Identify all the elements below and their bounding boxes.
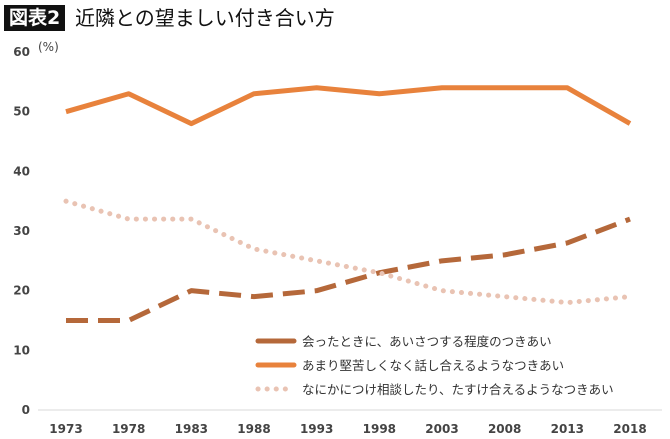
x-tick-label: 1983 bbox=[175, 422, 208, 436]
series-line-solid bbox=[65, 85, 632, 127]
y-tick-label: 10 bbox=[13, 343, 30, 357]
x-tick-label: 2013 bbox=[551, 422, 584, 436]
x-tick-label: 2008 bbox=[488, 422, 521, 436]
chart-title: 近隣との望ましい付き合い方 bbox=[75, 6, 335, 30]
y-tick-label: 0 bbox=[22, 403, 30, 417]
legend-label: なにかにつけ相談したり、たすけ合えるようなつきあい bbox=[302, 382, 614, 397]
x-tick-label: 1988 bbox=[237, 422, 270, 436]
series-line-dotted bbox=[63, 198, 633, 306]
legend-label: あまり堅苦しくなく話し合えるようなつきあい bbox=[302, 358, 564, 373]
y-tick-label: 40 bbox=[13, 164, 30, 178]
legend-label: 会ったときに、あいさつする程度のつきあい bbox=[302, 334, 552, 349]
y-tick-label: 60 bbox=[13, 45, 30, 59]
y-tick-label: 20 bbox=[13, 284, 30, 298]
figure-badge: 図表2 bbox=[4, 5, 66, 31]
x-tick-label: 1993 bbox=[300, 422, 333, 436]
x-tick-label: 2018 bbox=[613, 422, 646, 436]
x-tick-label: 2003 bbox=[425, 422, 458, 436]
x-tick-label: 1998 bbox=[363, 422, 396, 436]
y-tick-label: 50 bbox=[13, 105, 30, 119]
y-axis-unit: (%) bbox=[38, 40, 59, 54]
x-tick-label: 1978 bbox=[112, 422, 145, 436]
y-tick-label: 30 bbox=[13, 224, 30, 238]
x-tick-label: 1973 bbox=[49, 422, 82, 436]
series-line-dashed bbox=[66, 216, 631, 323]
